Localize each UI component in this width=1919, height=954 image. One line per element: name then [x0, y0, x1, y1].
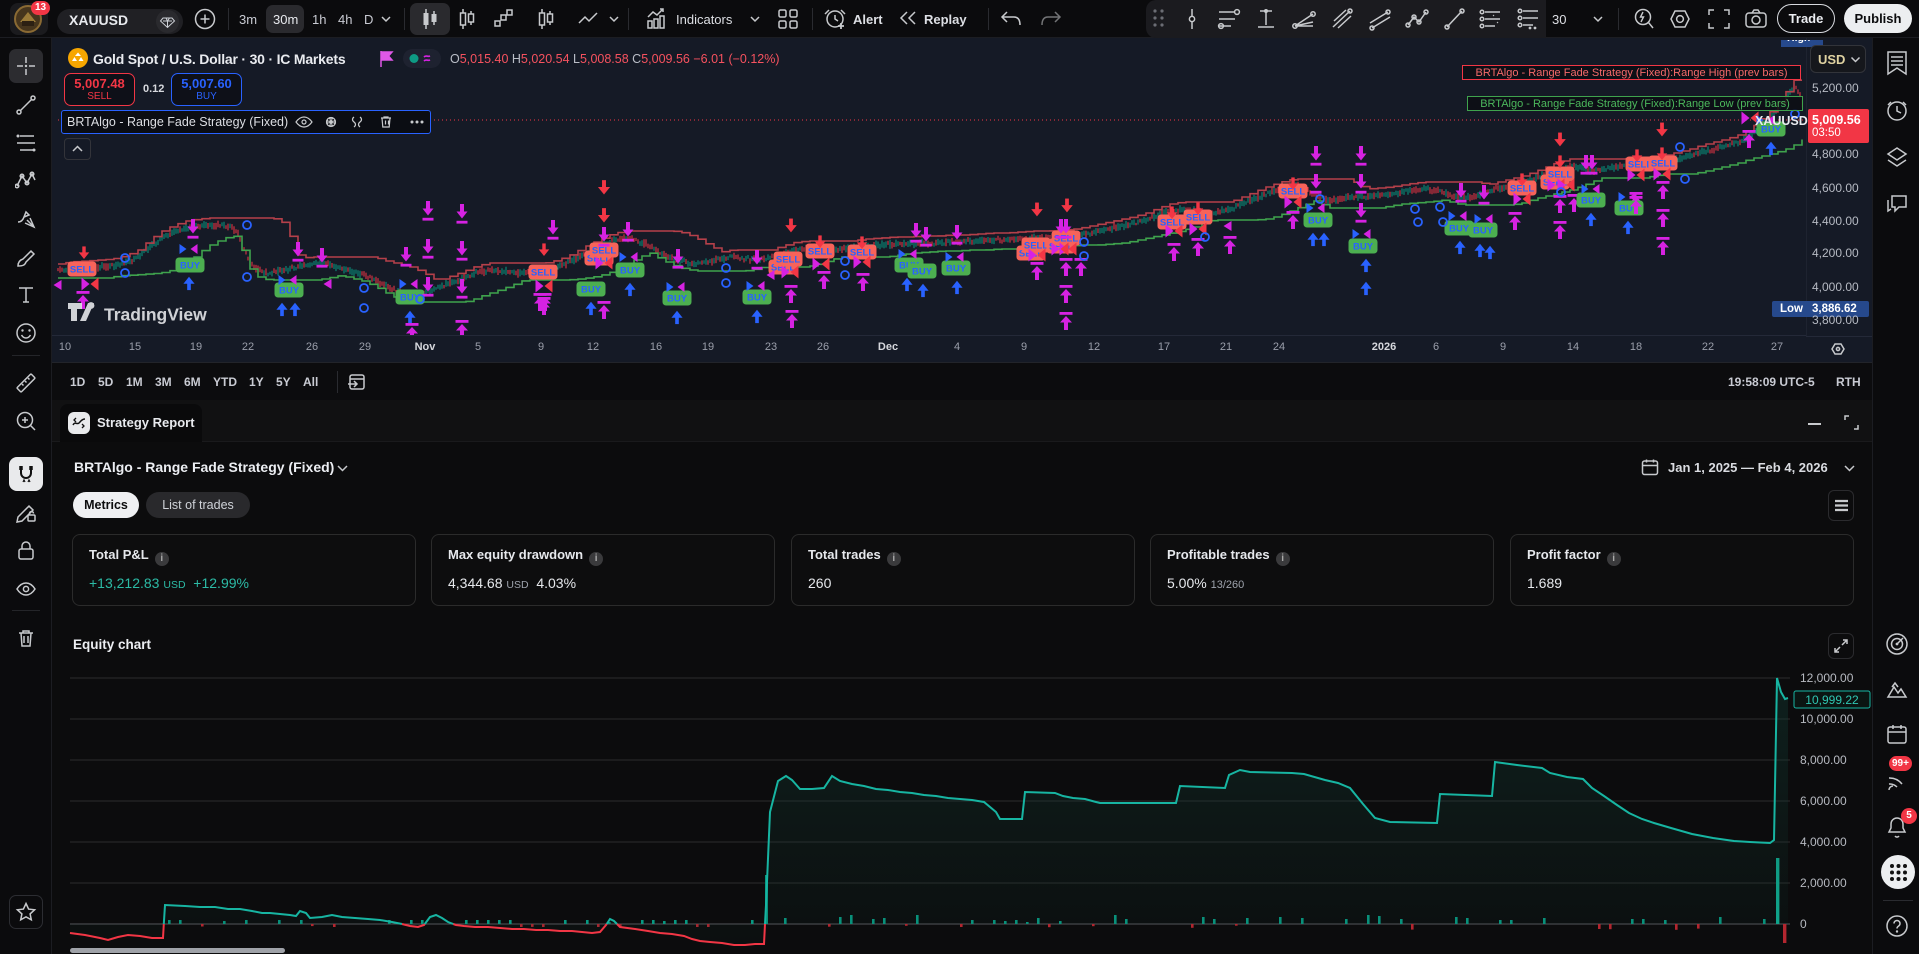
svg-text:SELL: SELL — [1548, 170, 1572, 181]
svg-text:SELL: SELL — [1160, 218, 1184, 229]
svg-text:BUY: BUY — [400, 293, 421, 304]
svg-text:SELL: SELL — [776, 255, 800, 266]
svg-text:SELL: SELL — [531, 268, 555, 279]
svg-text:TradingView: TradingView — [104, 305, 207, 325]
svg-text:BUY: BUY — [1761, 125, 1782, 136]
svg-text:BUY: BUY — [1353, 242, 1374, 253]
svg-text:SELL: SELL — [1186, 213, 1210, 224]
svg-text:BUY: BUY — [581, 285, 602, 296]
svg-text:BUY: BUY — [279, 286, 300, 297]
svg-text:BUY: BUY — [912, 267, 933, 278]
svg-text:10,000.00: 10,000.00 — [1800, 712, 1854, 726]
svg-text:2,000.00: 2,000.00 — [1800, 876, 1847, 890]
svg-text:12,000.00: 12,000.00 — [1800, 671, 1854, 685]
svg-text:SELL: SELL — [850, 248, 874, 259]
svg-text:BUY: BUY — [946, 264, 967, 275]
svg-text:BUY: BUY — [1581, 196, 1602, 207]
svg-text:SELL: SELL — [1510, 184, 1534, 195]
svg-text:BUY: BUY — [620, 266, 641, 277]
svg-text:BUY: BUY — [1449, 224, 1470, 235]
svg-text:SELL: SELL — [1651, 159, 1675, 170]
svg-text:SELL: SELL — [587, 254, 611, 265]
svg-text:4,000.00: 4,000.00 — [1800, 835, 1847, 849]
svg-text:SELL: SELL — [592, 246, 616, 257]
svg-text:10,999.22: 10,999.22 — [1805, 693, 1859, 707]
svg-text:BUY: BUY — [667, 294, 688, 305]
svg-text:BUY: BUY — [180, 261, 201, 272]
svg-text:BUY: BUY — [1619, 204, 1640, 215]
svg-text:SELL: SELL — [1024, 241, 1048, 252]
svg-text:8,000.00: 8,000.00 — [1800, 753, 1847, 767]
svg-text:BUY: BUY — [747, 293, 768, 304]
svg-text:6,000.00: 6,000.00 — [1800, 794, 1847, 808]
svg-text:SELL: SELL — [808, 247, 832, 258]
svg-text:SELL: SELL — [1543, 178, 1567, 189]
svg-text:BUY: BUY — [1473, 226, 1494, 237]
svg-text:SELL: SELL — [1628, 160, 1652, 171]
svg-text:0: 0 — [1800, 917, 1807, 931]
svg-text:BUY: BUY — [1308, 216, 1329, 227]
svg-text:SELL: SELL — [1281, 187, 1305, 198]
svg-text:SELL: SELL — [1054, 234, 1078, 245]
svg-text:SELL: SELL — [70, 265, 94, 276]
